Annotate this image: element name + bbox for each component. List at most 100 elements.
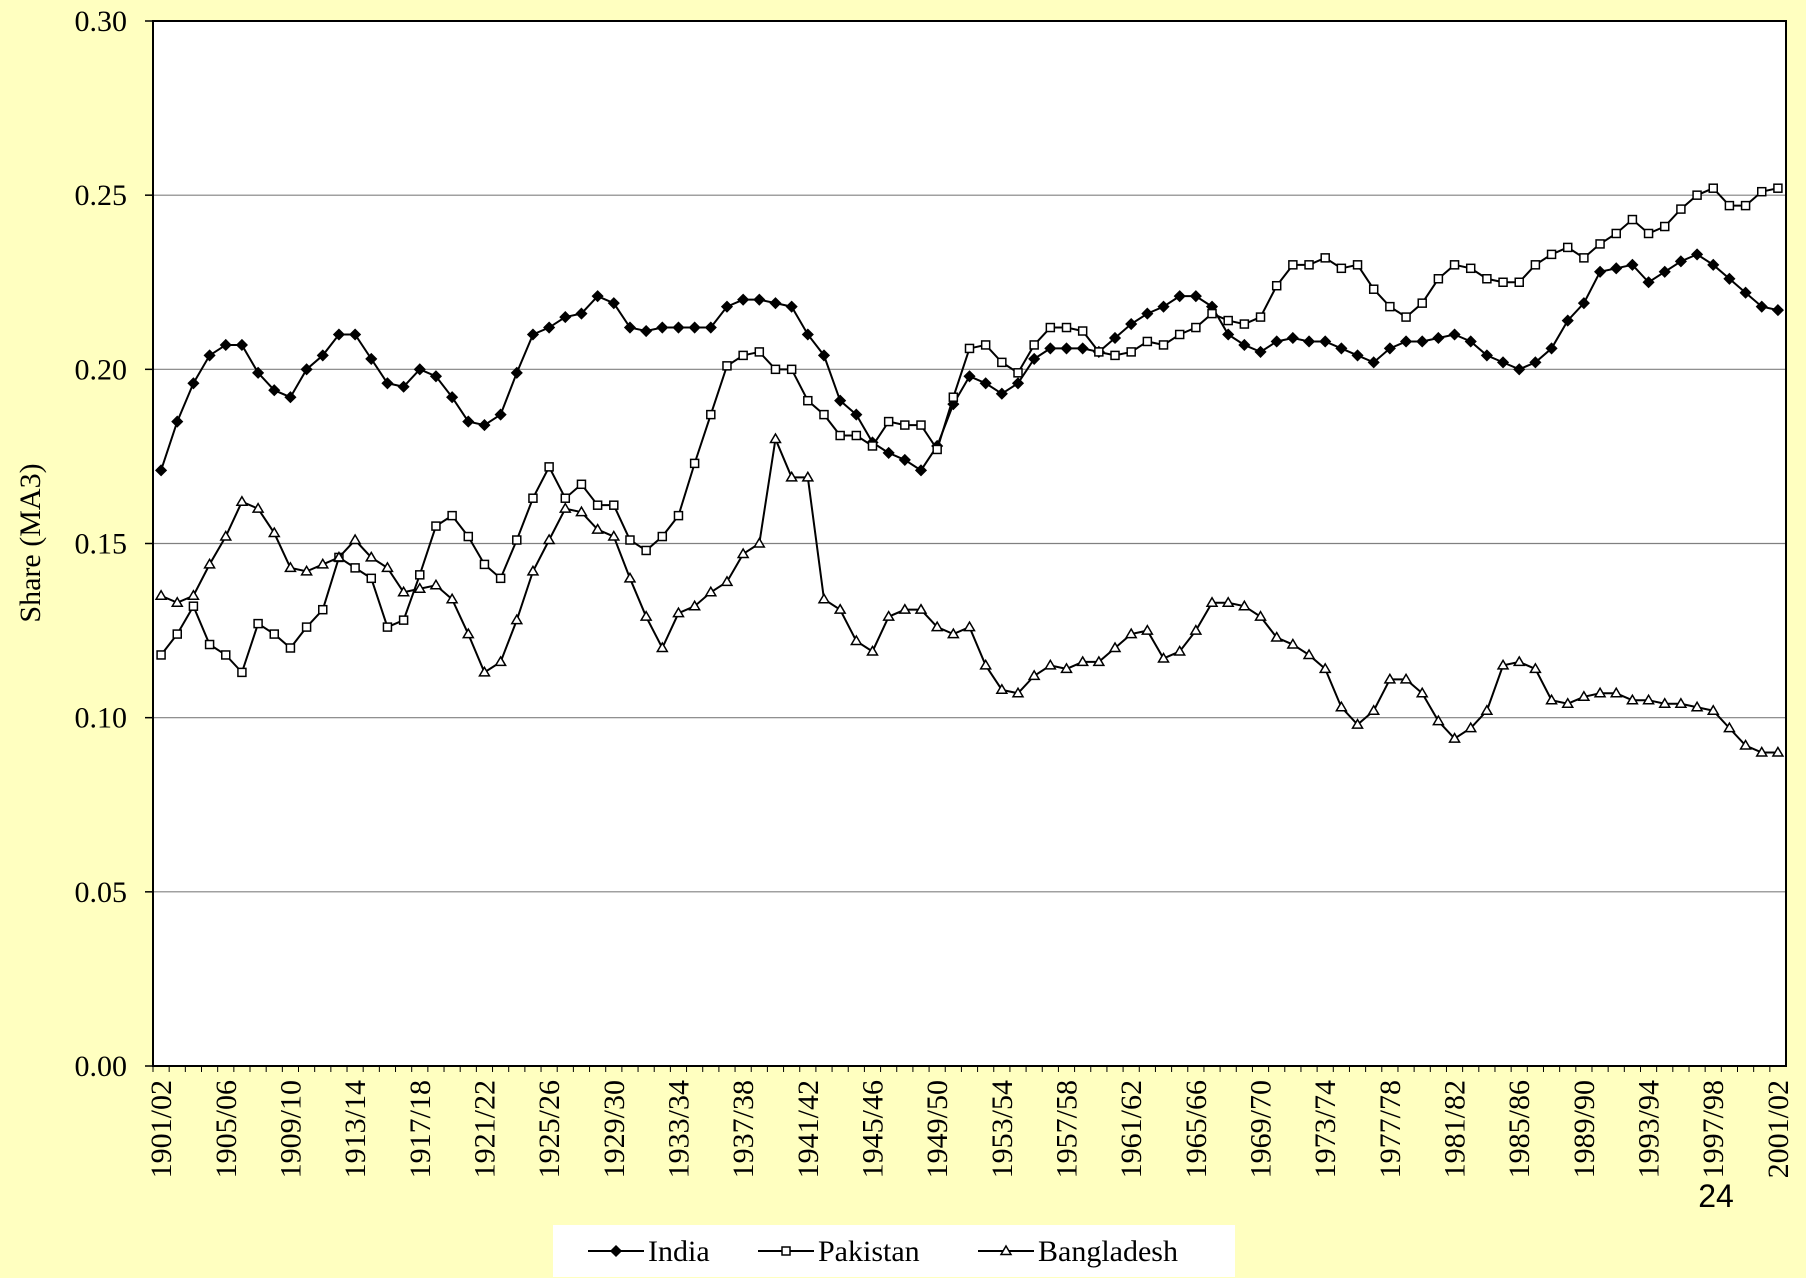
x-tick-label: 1937/38 [727, 1080, 760, 1178]
marker [898, 603, 912, 614]
x-tick-label: 1977/78 [1374, 1080, 1407, 1178]
marker [1207, 308, 1217, 319]
marker [706, 409, 716, 420]
x-tick-label: 1949/50 [921, 1080, 954, 1178]
marker [446, 391, 459, 404]
marker [1529, 662, 1542, 674]
marker [641, 545, 651, 556]
marker [640, 324, 653, 338]
marker [656, 321, 669, 334]
marker [1108, 641, 1122, 653]
marker [1448, 732, 1461, 743]
marker [1191, 322, 1201, 333]
marker [397, 585, 410, 597]
marker [817, 349, 831, 362]
marker [1076, 342, 1089, 355]
marker [1432, 714, 1445, 726]
marker [397, 380, 410, 393]
marker [559, 311, 572, 324]
marker [720, 300, 734, 313]
marker [1545, 342, 1558, 355]
y-tick-label: 0.30 [75, 5, 128, 38]
marker [672, 606, 685, 618]
marker [300, 564, 313, 576]
marker [1270, 335, 1283, 348]
marker [833, 603, 847, 614]
marker [237, 667, 247, 678]
marker [1561, 314, 1574, 327]
x-tick-label: 1925/26 [533, 1080, 566, 1178]
marker [219, 530, 233, 541]
marker [318, 604, 328, 615]
marker [817, 592, 831, 604]
marker [478, 419, 491, 432]
marker [1126, 347, 1136, 357]
marker [722, 361, 732, 371]
marker [1464, 335, 1477, 348]
marker [1319, 335, 1332, 348]
marker [738, 350, 748, 361]
marker [253, 618, 263, 629]
marker [1593, 686, 1607, 698]
x-tick-label: 1969/70 [1245, 1080, 1278, 1178]
marker [461, 627, 475, 639]
marker [1011, 377, 1025, 390]
marker [576, 479, 587, 490]
marker [252, 366, 265, 379]
marker [1367, 356, 1380, 369]
x-tick-label: 1989/90 [1568, 1080, 1601, 1178]
marker [932, 444, 942, 455]
marker [1609, 686, 1623, 698]
y-tick-label: 0.10 [75, 702, 128, 735]
marker [1205, 596, 1219, 607]
marker [1514, 277, 1524, 287]
marker [850, 408, 863, 421]
marker [1658, 697, 1672, 708]
marker [429, 370, 443, 383]
marker [1222, 328, 1235, 341]
marker [284, 561, 297, 573]
marker [1740, 200, 1751, 211]
marker [819, 409, 829, 420]
marker [1595, 239, 1605, 249]
marker [526, 328, 540, 341]
marker [1383, 672, 1397, 684]
legend-box [553, 1225, 1235, 1277]
y-tick-label: 0.20 [75, 353, 128, 386]
marker [1723, 272, 1736, 285]
marker [948, 392, 959, 402]
marker [1626, 693, 1639, 705]
marker [1238, 599, 1251, 611]
marker [1465, 263, 1476, 274]
marker [1724, 200, 1735, 211]
marker [801, 328, 814, 341]
y-tick-label: 0.15 [75, 528, 128, 561]
marker [316, 557, 330, 569]
marker [1044, 342, 1057, 355]
marker [398, 615, 409, 625]
marker [1496, 658, 1510, 670]
marker [1642, 276, 1655, 289]
marker [1286, 638, 1300, 649]
marker [1094, 347, 1104, 357]
marker [1125, 317, 1138, 331]
marker [916, 420, 926, 430]
marker [947, 627, 960, 639]
marker [803, 395, 813, 406]
marker [591, 290, 604, 303]
marker [478, 665, 491, 677]
marker [512, 535, 522, 545]
x-tick-label: 1981/82 [1439, 1080, 1472, 1178]
marker [1707, 258, 1720, 271]
marker [930, 620, 944, 632]
marker [300, 363, 313, 376]
marker [736, 547, 750, 559]
marker [526, 564, 540, 576]
marker [542, 533, 556, 545]
marker [1626, 258, 1639, 271]
marker [267, 526, 281, 538]
marker [221, 650, 231, 660]
legend-label: India [648, 1235, 710, 1268]
marker [445, 592, 459, 604]
